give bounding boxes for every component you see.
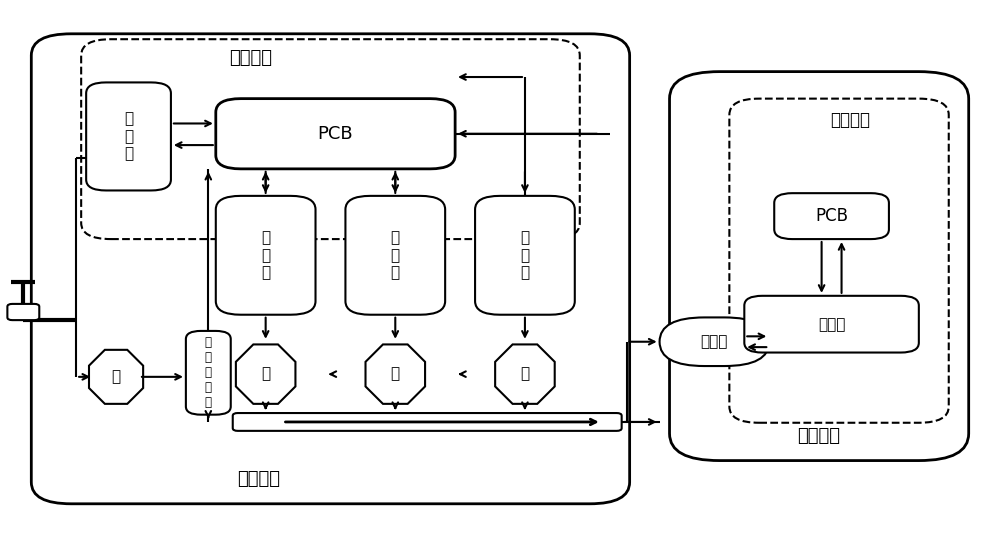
FancyBboxPatch shape bbox=[81, 39, 580, 239]
Text: PCB: PCB bbox=[318, 125, 353, 143]
Text: PCB: PCB bbox=[815, 207, 848, 225]
Polygon shape bbox=[366, 344, 425, 404]
Polygon shape bbox=[236, 344, 295, 404]
FancyBboxPatch shape bbox=[670, 72, 969, 460]
Text: 控制板: 控制板 bbox=[818, 317, 845, 332]
FancyBboxPatch shape bbox=[86, 83, 171, 191]
Text: 流
量
传
感
器: 流 量 传 感 器 bbox=[205, 336, 212, 409]
Polygon shape bbox=[89, 350, 143, 404]
Text: 控制系统: 控制系统 bbox=[229, 49, 272, 67]
Text: 阀: 阀 bbox=[112, 369, 121, 384]
Text: 控
制
板: 控 制 板 bbox=[124, 111, 133, 161]
FancyBboxPatch shape bbox=[31, 34, 630, 504]
FancyBboxPatch shape bbox=[475, 196, 575, 315]
FancyBboxPatch shape bbox=[216, 196, 316, 315]
FancyBboxPatch shape bbox=[186, 331, 231, 415]
FancyBboxPatch shape bbox=[7, 304, 39, 320]
Text: 护
理
剂: 护 理 剂 bbox=[391, 230, 400, 280]
Text: 泵: 泵 bbox=[520, 367, 529, 382]
FancyBboxPatch shape bbox=[345, 196, 445, 315]
Text: 洗
涤
剂: 洗 涤 剂 bbox=[261, 230, 270, 280]
FancyBboxPatch shape bbox=[744, 296, 919, 352]
Text: 柔
顺
剂: 柔 顺 剂 bbox=[520, 230, 529, 280]
FancyBboxPatch shape bbox=[233, 413, 622, 431]
FancyBboxPatch shape bbox=[660, 318, 769, 366]
FancyBboxPatch shape bbox=[774, 193, 889, 239]
FancyBboxPatch shape bbox=[216, 99, 455, 169]
Text: 洗涤设备: 洗涤设备 bbox=[798, 427, 841, 445]
Text: 泵: 泵 bbox=[391, 367, 400, 382]
Polygon shape bbox=[495, 344, 555, 404]
Text: 投放装置: 投放装置 bbox=[237, 470, 280, 489]
FancyBboxPatch shape bbox=[729, 99, 949, 423]
Text: 泵: 泵 bbox=[261, 367, 270, 382]
Text: 控制系统: 控制系统 bbox=[830, 111, 870, 129]
Text: 进水阀: 进水阀 bbox=[701, 334, 728, 349]
